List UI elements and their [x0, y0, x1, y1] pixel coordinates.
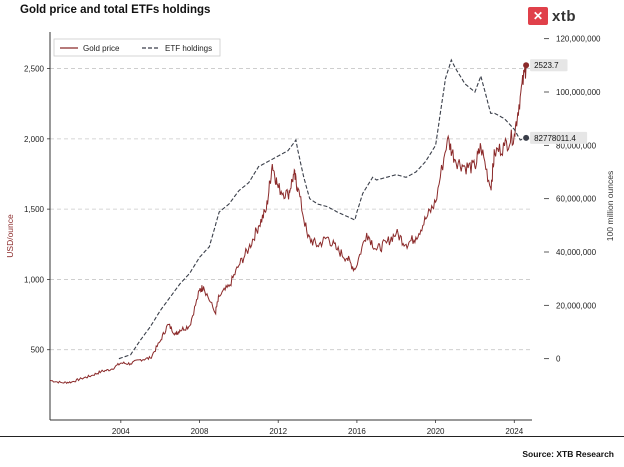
x-tick-label-3: 2016	[348, 427, 366, 436]
left-tick-label-0: 500	[31, 346, 45, 355]
xtb-logo-icon: ✕	[528, 7, 548, 25]
callout-label-1: 82778011.4	[534, 134, 576, 143]
end-marker-1	[523, 134, 530, 141]
x-tick-label-2: 2012	[269, 427, 287, 436]
left-tick-label-1: 1,000	[24, 275, 45, 284]
callout-label-0: 2523.7	[534, 61, 559, 70]
left-tick-label-3: 2,000	[24, 135, 45, 144]
chart-title: Gold price and total ETFs holdings	[20, 4, 211, 16]
legend-label-gold-price: Gold price	[83, 44, 120, 53]
left-tick-label-4: 2,500	[24, 65, 45, 74]
callout-box-1	[530, 131, 588, 144]
right-tick-label-3: 60,000,000	[556, 195, 597, 204]
right-tick-label-5: 100,000,000	[556, 88, 601, 97]
right-tick-label-0: 0	[556, 355, 561, 364]
end-marker-0	[523, 62, 530, 69]
left-tick-label-2: 1,500	[24, 205, 45, 214]
xtb-logo: ✕ xtb	[528, 7, 576, 25]
right-tick-label-2: 40,000,000	[556, 248, 597, 257]
xtb-logo-text: xtb	[552, 7, 576, 25]
y-axis-label-right: 100 million ounces	[605, 171, 615, 241]
footer-divider	[0, 436, 624, 437]
right-tick-label-4: 80,000,000	[556, 141, 597, 150]
legend-label-etf-holdings: ETF holdings	[165, 44, 212, 53]
right-tick-label-6: 120,000,000	[556, 35, 601, 44]
series-line-etf-holdings	[118, 58, 527, 360]
x-tick-label-5: 2024	[505, 427, 523, 436]
source-note: Source: XTB Research	[522, 449, 614, 459]
x-tick-label-1: 2008	[191, 427, 209, 436]
x-tick-label-4: 2020	[427, 427, 445, 436]
right-tick-label-1: 20,000,000	[556, 301, 597, 310]
x-tick-label-0: 2004	[112, 427, 130, 436]
callout-box-0	[530, 59, 568, 72]
legend-box	[53, 38, 221, 57]
y-axis-label-left: USD/ounce	[5, 214, 15, 258]
series-line-gold-price	[49, 65, 527, 385]
